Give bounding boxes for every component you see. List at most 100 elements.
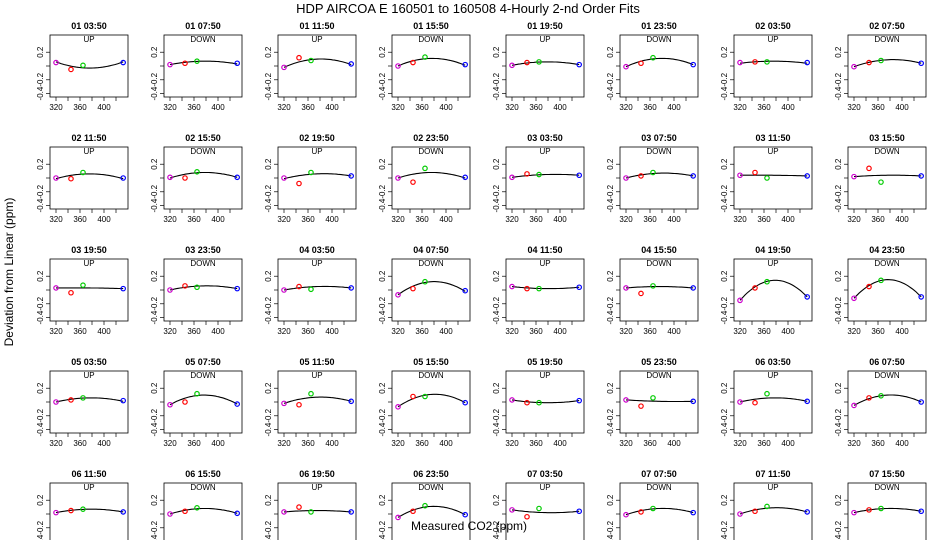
x-tick-label: 400 [325,327,339,336]
panel-frame [391,146,471,210]
panel-frame [619,146,699,210]
y-tick-label: -0.2 [720,296,729,310]
data-point [737,297,743,304]
x-tick-label: 360 [187,327,201,336]
x-tick-label: 320 [49,215,63,224]
data-point [638,403,644,409]
panel-frame [505,370,585,434]
x-tick-label: 360 [187,215,201,224]
y-axis-label: Deviation from Linear (ppm) [2,198,16,347]
data-point [348,173,355,179]
data-point [422,502,428,509]
y-tick-label: -0.4 [150,198,159,212]
x-tick-label: 320 [847,103,861,112]
x-tick-label: 360 [871,103,885,112]
y-tick-label: -0.4 [264,534,273,540]
y-tick-label: -0.4 [720,310,729,324]
fit-curve [283,58,352,68]
x-tick-label: 320 [505,327,519,336]
panel-frame [391,258,471,322]
x-tick-label: 360 [871,439,885,448]
y-tick-label: -0.2 [492,408,501,422]
data-point [536,399,542,406]
fit-curve [625,399,694,403]
data-point [737,399,743,405]
panel: 02 03:50 UP -0.4-0.2 0.2 320 360 400 [720,21,813,112]
x-tick-label: 320 [163,439,177,448]
panel-title: 04 19:50 [755,245,791,255]
data-point [308,390,314,397]
x-tick-label: 360 [643,103,657,112]
y-tick-label: -0.4 [720,86,729,100]
x-tick-label: 400 [439,439,453,448]
y-tick-label: 0.2 [150,494,159,506]
y-tick-label: -0.2 [378,408,387,422]
x-tick-label: 400 [97,215,111,224]
data-point [623,175,629,181]
data-point [752,285,758,291]
data-point [395,175,401,181]
y-tick-label: 0.2 [150,270,159,282]
x-tick-label: 360 [73,103,87,112]
x-tick-label: 360 [415,327,429,336]
fit-curve [511,399,580,404]
x-tick-label: 360 [73,439,87,448]
y-tick-label: -0.4 [606,422,615,436]
data-point [764,390,770,397]
x-tick-label: 400 [667,327,681,336]
x-tick-label: 400 [211,103,225,112]
panel: 05 07:50 DOWN -0.4-0.2 0.2 320 360 400 [150,357,243,448]
panel: 01 11:50 UP -0.4-0.2 0.2 320 360 400 [264,21,357,112]
x-tick-label: 360 [871,327,885,336]
x-tick-label: 360 [529,103,543,112]
panel-title: 05 15:50 [413,357,449,367]
x-tick-label: 400 [211,327,225,336]
panel-title: 07 11:50 [755,469,790,479]
y-tick-label: 0.2 [834,270,843,282]
fit-curve [55,173,124,180]
panel-frame [49,34,129,98]
y-tick-label: -0.4 [264,86,273,100]
data-point [690,398,697,405]
x-tick-label: 400 [553,327,567,336]
panel-direction-label: UP [767,259,778,268]
data-point [576,284,583,291]
y-tick-label: 0.2 [834,46,843,58]
y-tick-label: 0.2 [606,382,615,394]
y-tick-label: -0.2 [492,184,501,198]
panel-direction-label: DOWN [190,371,216,380]
data-point [638,290,644,297]
x-tick-label: 320 [733,215,747,224]
data-point [395,292,401,298]
panel-direction-label: UP [539,35,550,44]
fit-curve [853,279,922,299]
y-tick-label: -0.4 [720,198,729,212]
x-tick-label: 320 [847,215,861,224]
x-tick-label: 360 [757,439,771,448]
x-tick-label: 320 [163,215,177,224]
panel-title: 06 03:50 [755,357,791,367]
y-tick-label: -0.2 [720,184,729,198]
data-point [878,505,884,512]
y-tick-label: -0.2 [264,408,273,422]
fit-curve [853,507,922,514]
y-tick-label: -0.2 [720,408,729,422]
data-point [536,59,542,65]
data-point [194,504,200,511]
data-point [737,511,743,517]
data-point [804,59,811,66]
data-point [524,285,530,292]
x-tick-label: 320 [619,215,633,224]
data-point [68,175,74,182]
y-tick-label: -0.2 [378,296,387,310]
x-tick-label: 320 [163,327,177,336]
x-tick-label: 360 [871,215,885,224]
panel-direction-label: DOWN [418,483,444,492]
y-tick-label: -0.4 [36,534,45,540]
data-point [348,398,355,405]
y-tick-label: -0.4 [606,534,615,540]
panel: 03 03:50 UP -0.4-0.2 0.2 320 360 400 [492,133,585,224]
y-tick-label: -0.4 [834,534,843,540]
data-point [120,509,127,515]
